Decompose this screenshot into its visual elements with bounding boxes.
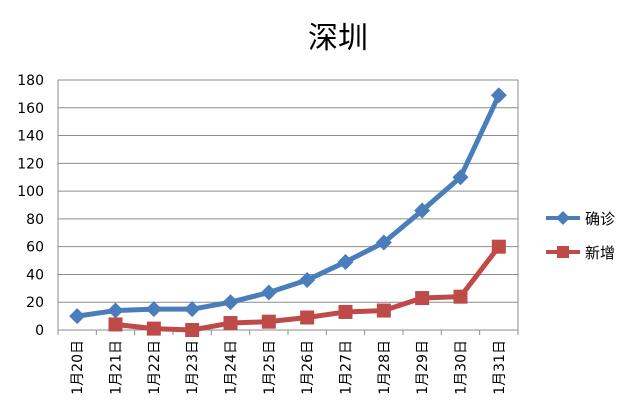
x-tick-label: 1月27日 — [339, 340, 355, 395]
data-point — [491, 239, 506, 254]
x-tick-label: 1月25日 — [262, 340, 278, 395]
y-tick-label: 180 — [17, 73, 44, 89]
data-point — [146, 321, 161, 336]
data-point — [260, 284, 277, 301]
data-point — [222, 294, 239, 311]
x-tick-label: 1月30日 — [454, 340, 470, 395]
data-point — [338, 304, 353, 319]
x-tick-label: 1月26日 — [300, 340, 316, 395]
data-point — [184, 301, 201, 318]
y-tick-label: 140 — [17, 129, 44, 145]
legend-label: 确诊 — [585, 210, 615, 228]
data-point — [107, 302, 124, 319]
data-point — [490, 87, 507, 104]
x-tick-label: 1月24日 — [224, 340, 240, 395]
data-point — [69, 308, 86, 325]
data-point — [337, 253, 354, 270]
y-tick-label: 80 — [26, 212, 44, 228]
series-layer — [69, 87, 507, 337]
data-point — [223, 316, 238, 331]
x-tick-label: 1月31日 — [492, 340, 508, 395]
legend-marker — [557, 246, 569, 258]
data-point — [261, 314, 276, 329]
x-tick-label: 1月29日 — [415, 340, 431, 395]
data-point — [299, 272, 316, 288]
y-tick-label: 20 — [26, 295, 44, 311]
x-tick-label: 1月23日 — [185, 340, 201, 395]
legend-label: 新增 — [585, 244, 615, 262]
y-tick-label: 120 — [17, 156, 44, 172]
y-tick-label: 100 — [17, 184, 44, 200]
axes: 0 20 40 60 80 100 120 140 160 180 1月20日 1月21日 1月22日 1… — [17, 73, 519, 395]
data-point — [376, 303, 391, 318]
data-point — [185, 323, 200, 337]
y-tick-label: 0 — [35, 323, 44, 339]
data-point — [414, 202, 431, 219]
x-tick-label: 1月28日 — [377, 340, 393, 395]
data-point — [452, 169, 469, 186]
y-tick-label: 60 — [26, 240, 44, 256]
x-tick-label: 1月20日 — [70, 340, 86, 395]
grid-lines — [58, 79, 518, 331]
chart-title: 深圳 — [308, 21, 368, 56]
data-point — [375, 234, 392, 251]
data-point — [415, 291, 430, 306]
data-point — [145, 301, 162, 318]
x-tick-label: 1月22日 — [147, 340, 163, 395]
x-tick-label: 1月21日 — [109, 340, 125, 395]
legend-marker — [556, 211, 570, 225]
series-line-0 — [76, 94, 502, 319]
data-point — [108, 317, 123, 332]
y-tick-label: 40 — [26, 267, 44, 283]
data-point — [300, 310, 315, 325]
data-point — [453, 289, 468, 304]
y-tick-label: 160 — [17, 101, 44, 117]
